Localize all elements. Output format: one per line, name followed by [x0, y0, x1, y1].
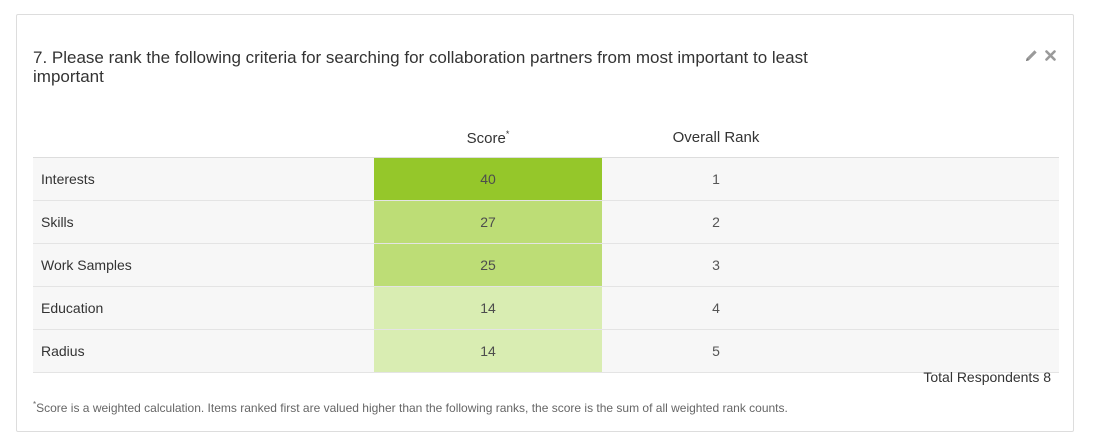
table-header: Score* Overall Rank [33, 117, 1059, 158]
score-footnote-marker: * [505, 129, 510, 139]
score-header-label: Score [466, 130, 506, 147]
row-rank: 5 [712, 343, 720, 359]
row-score-cell: 14 [374, 330, 602, 372]
score-footnote: *Score is a weighted calculation. Items … [33, 400, 788, 415]
row-label: Work Samples [41, 257, 132, 273]
row-label: Skills [41, 214, 74, 230]
footnote-text: Score is a weighted calculation. Items r… [36, 401, 788, 415]
rank-column-header: Overall Rank [672, 129, 760, 146]
question-card: 7. Please rank the following criteria fo… [16, 14, 1074, 432]
ranking-table: Score* Overall Rank Interests 40 1 Skill… [33, 117, 1059, 373]
row-score-cell: 14 [374, 287, 602, 329]
table-row: Interests 40 1 [33, 158, 1059, 201]
total-respondents: Total Respondents 8 [923, 369, 1051, 385]
close-icon[interactable] [1044, 49, 1057, 62]
score-column-header: Score* [374, 129, 602, 147]
question-title: 7. Please rank the following criteria fo… [33, 48, 808, 86]
table-row: Skills 27 2 [33, 201, 1059, 244]
row-label: Radius [41, 343, 85, 359]
row-rank: 3 [712, 257, 720, 273]
footnote-marker: * [33, 400, 37, 409]
table-row: Radius 14 5 [33, 330, 1059, 373]
row-score-cell: 40 [374, 158, 602, 200]
row-rank: 2 [712, 214, 720, 230]
row-score-cell: 27 [374, 201, 602, 243]
row-label: Education [41, 300, 104, 316]
row-rank: 4 [712, 300, 720, 316]
question-tools [1025, 49, 1057, 62]
row-score-cell: 25 [374, 244, 602, 286]
row-rank: 1 [712, 171, 720, 187]
table-row: Education 14 4 [33, 287, 1059, 330]
pencil-icon[interactable] [1025, 49, 1038, 62]
table-row: Work Samples 25 3 [33, 244, 1059, 287]
row-label: Interests [41, 171, 95, 187]
